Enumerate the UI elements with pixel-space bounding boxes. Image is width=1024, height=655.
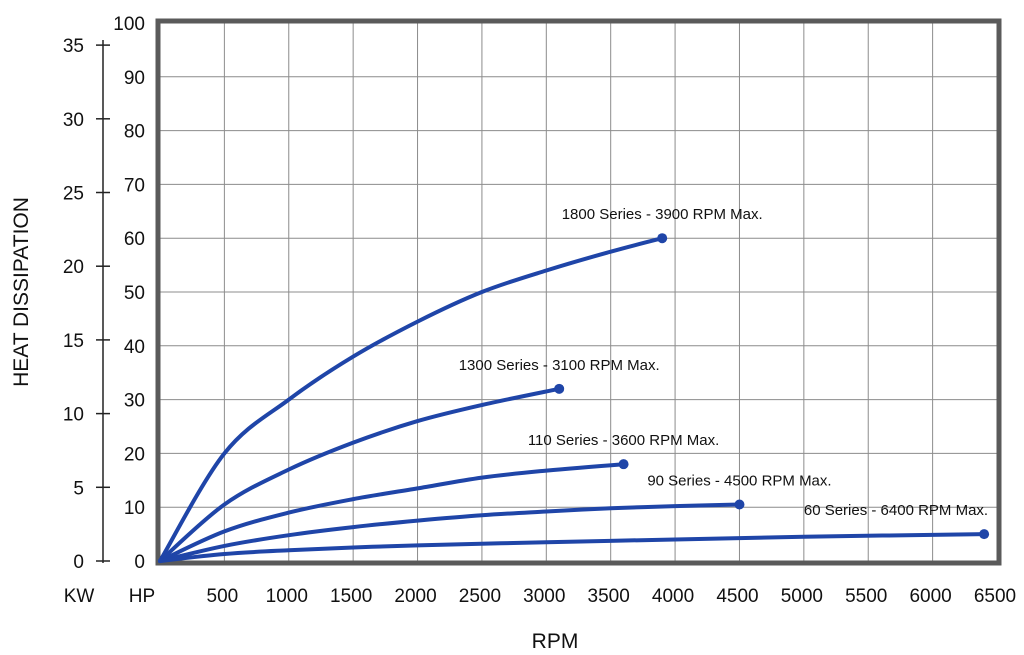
kw-tick-label: 30: [63, 110, 84, 131]
x-tick-label: 1500: [330, 586, 372, 607]
series-label-0: 1800 Series - 3900 RPM Max.: [562, 206, 763, 223]
plot-border: [155, 18, 1002, 566]
kw-tick-label: 0: [73, 552, 84, 573]
x-tick-label: 6000: [909, 586, 951, 607]
grid-lines: [160, 23, 998, 561]
x-tick-label: 1000: [266, 586, 308, 607]
x-axis-title: RPM: [532, 630, 579, 653]
hp-tick-label: 30: [124, 391, 145, 412]
kw-tick-label: 25: [63, 184, 84, 205]
hp-tick-label: 100: [113, 14, 145, 35]
hp-tick-label: 70: [124, 175, 145, 196]
kw-axis-unit-label: KW: [64, 586, 95, 607]
x-tick-label: 4500: [716, 586, 758, 607]
x-tick-label: 2000: [394, 586, 436, 607]
series-endpoint-3: [734, 499, 745, 510]
hp-tick-label: 60: [124, 229, 145, 250]
x-tick-label: 3500: [588, 586, 630, 607]
kw-tick-label: 5: [73, 478, 84, 499]
hp-axis: HP 0 10 20 30 40 50 60 70 80 90 100: [113, 14, 155, 607]
series-endpoint-2: [618, 459, 629, 470]
x-tick-label: 2500: [459, 586, 501, 607]
kw-tick-label: 35: [63, 36, 84, 57]
x-tick-label: 6500: [974, 586, 1016, 607]
series-line-0: [158, 236, 665, 563]
series-line-3: [158, 502, 742, 563]
hp-tick-label: 20: [124, 444, 145, 465]
series-label-3: 90 Series - 4500 RPM Max.: [647, 473, 831, 490]
series-line-2: [158, 462, 626, 563]
x-tick-label: 5000: [781, 586, 823, 607]
hp-tick-label: 50: [124, 283, 145, 304]
hp-tick-label: 10: [124, 498, 145, 519]
series-endpoint-1: [554, 383, 565, 394]
hp-tick-label: 40: [124, 337, 145, 358]
hp-tick-label: 80: [124, 122, 145, 143]
x-tick-label: 5500: [845, 586, 887, 607]
series-label-2: 110 Series - 3600 RPM Max.: [528, 432, 719, 449]
x-tick-label: 500: [207, 586, 239, 607]
hp-axis-unit-label: HP: [129, 586, 155, 607]
series-line-1: [158, 386, 562, 563]
series-layer: 1800 Series - 3900 RPM Max. 1300 Series -…: [158, 206, 990, 563]
series-endpoint-0: [657, 233, 668, 244]
x-axis: 500 1000 1500 2000 2500 3000 3500 4000 4500 5000 5…: [207, 586, 1017, 607]
kw-axis: KW 0 5 10 15 20 25 30 35: [63, 36, 110, 607]
series-label-4: 60 Series - 6400 RPM Max.: [804, 502, 988, 519]
x-tick-label: 3000: [523, 586, 565, 607]
kw-tick-label: 10: [63, 405, 84, 426]
series-label-1: 1300 Series - 3100 RPM Max.: [459, 357, 660, 374]
kw-tick-label: 15: [63, 331, 84, 352]
y-axis-title: HEAT DISSIPATION: [10, 197, 33, 387]
hp-tick-label: 90: [124, 68, 145, 89]
kw-tick-label: 20: [63, 257, 84, 278]
series-endpoint-4: [979, 529, 990, 540]
series-line-4: [158, 532, 987, 563]
x-tick-label: 4000: [652, 586, 694, 607]
hp-tick-label: 0: [134, 552, 145, 573]
